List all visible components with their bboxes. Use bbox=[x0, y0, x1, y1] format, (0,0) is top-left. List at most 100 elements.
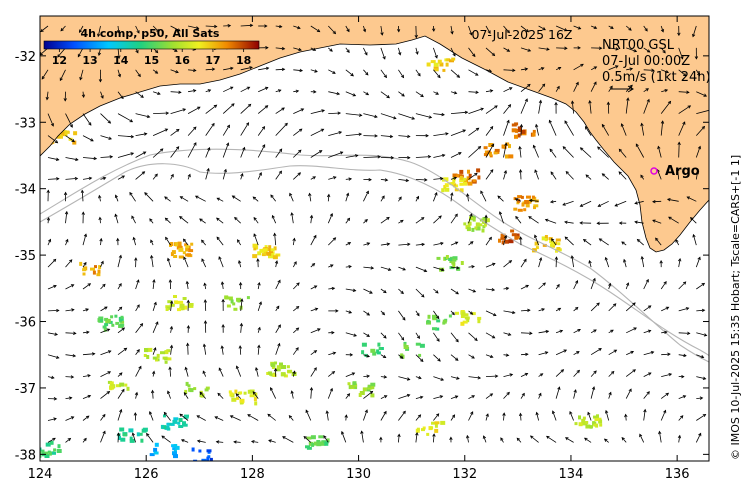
current-vector-icon bbox=[503, 25, 510, 34]
current-vector-icon bbox=[636, 238, 644, 246]
current-vector-icon bbox=[293, 282, 300, 290]
sst-pixel bbox=[347, 382, 351, 386]
sst-pixel bbox=[326, 438, 330, 443]
sst-patch bbox=[415, 420, 446, 436]
current-vector-icon bbox=[47, 113, 54, 127]
current-vector-icon bbox=[310, 307, 319, 312]
current-vector-icon bbox=[450, 395, 459, 399]
sst-patch bbox=[169, 241, 194, 259]
bathymetry-contour-inner bbox=[40, 163, 709, 357]
sst-patch bbox=[574, 414, 603, 429]
current-vector-icon bbox=[188, 25, 200, 30]
current-vector-icon bbox=[345, 288, 357, 292]
current-vector-icon bbox=[643, 278, 649, 290]
current-vector-icon bbox=[573, 328, 581, 334]
current-vector-icon bbox=[328, 351, 337, 356]
current-vector-icon bbox=[345, 242, 352, 246]
current-vector-icon bbox=[310, 90, 317, 94]
current-vector-icon bbox=[550, 171, 557, 180]
sst-pixel bbox=[514, 134, 518, 139]
sst-pixel bbox=[253, 397, 257, 402]
current-vector-icon bbox=[82, 156, 98, 161]
current-vector-icon bbox=[328, 176, 337, 180]
current-vector-icon bbox=[480, 190, 487, 202]
current-vector-icon bbox=[345, 177, 353, 181]
current-vector-icon bbox=[573, 81, 579, 92]
current-vector-icon bbox=[100, 350, 112, 356]
sst-pixel bbox=[109, 385, 114, 390]
sst-pixel bbox=[115, 321, 120, 325]
current-vector-icon bbox=[468, 25, 473, 36]
current-vector-icon bbox=[608, 329, 614, 334]
current-vector-icon bbox=[555, 25, 568, 32]
current-vector-icon bbox=[252, 196, 259, 202]
sst-pixel bbox=[116, 384, 121, 388]
current-vector-icon bbox=[161, 435, 171, 443]
sst-pixel bbox=[441, 188, 445, 193]
current-vector-icon bbox=[221, 323, 225, 333]
sst-pixel bbox=[442, 68, 446, 72]
current-vector-icon bbox=[252, 391, 259, 399]
current-vector-icon bbox=[678, 415, 684, 421]
sst-patch bbox=[266, 361, 297, 378]
current-vector-icon bbox=[363, 134, 378, 138]
current-vector-icon bbox=[590, 370, 597, 377]
current-vectors bbox=[40, 23, 709, 444]
sst-pixel bbox=[184, 243, 188, 247]
current-vector-icon bbox=[65, 259, 73, 268]
current-vector-icon bbox=[690, 217, 697, 224]
sst-pixel bbox=[324, 441, 329, 446]
current-vector-icon bbox=[520, 372, 529, 377]
sst-pixel bbox=[281, 365, 287, 369]
sst-pixel bbox=[106, 318, 111, 323]
sst-pixel bbox=[432, 314, 437, 319]
current-vector-icon bbox=[468, 213, 473, 224]
sst-pixel bbox=[433, 68, 439, 72]
colorbar: 4h comp, p50, All Sats 12 13 14 15 16 17 18 bbox=[43, 27, 260, 67]
sst-pixel bbox=[178, 247, 184, 252]
current-vector-icon bbox=[132, 236, 136, 246]
y-tick-label: -36 bbox=[15, 316, 36, 331]
current-vector-icon bbox=[114, 213, 119, 224]
current-vector-icon bbox=[696, 413, 707, 421]
sst-pixel bbox=[452, 179, 456, 184]
current-vector-icon bbox=[82, 261, 87, 268]
sst-pixel bbox=[276, 365, 282, 370]
sst-pixel bbox=[111, 323, 115, 327]
sst-pixel bbox=[97, 318, 102, 323]
current-vector-icon bbox=[258, 24, 268, 28]
sst-pixel bbox=[352, 381, 357, 386]
current-vector-icon bbox=[500, 437, 504, 443]
current-vector-icon bbox=[450, 47, 456, 57]
current-vector-icon bbox=[591, 46, 603, 50]
current-vector-icon bbox=[82, 135, 94, 142]
sst-pixel bbox=[463, 181, 468, 186]
sst-pixel bbox=[286, 365, 290, 369]
current-vector-icon bbox=[601, 123, 610, 136]
sst-pixel bbox=[445, 62, 449, 67]
sst-pixel bbox=[120, 437, 126, 442]
current-vector-icon bbox=[288, 414, 294, 421]
sst-pixel bbox=[138, 432, 143, 436]
sst-pixel bbox=[143, 354, 147, 357]
current-vector-icon bbox=[256, 258, 260, 268]
current-vector-icon bbox=[433, 176, 444, 181]
sst-pixel bbox=[449, 59, 454, 63]
current-vector-icon bbox=[153, 111, 170, 115]
sst-pixel bbox=[114, 314, 118, 318]
current-vector-icon bbox=[485, 143, 495, 158]
sst-pixel bbox=[243, 391, 247, 395]
current-vector-icon bbox=[604, 256, 610, 268]
current-vector-icon bbox=[222, 142, 230, 158]
current-vector-icon bbox=[485, 69, 493, 73]
x-tick-label: 130 bbox=[346, 467, 371, 482]
sst-pixel bbox=[505, 154, 509, 159]
current-vector-icon bbox=[677, 25, 681, 37]
sst-pixel bbox=[224, 296, 230, 300]
sst-patch bbox=[513, 195, 539, 212]
argo-float-icon[interactable] bbox=[650, 167, 658, 175]
current-vector-icon bbox=[293, 149, 302, 158]
current-vector-icon bbox=[328, 237, 337, 246]
current-vector-icon bbox=[692, 233, 697, 246]
sst-pixel bbox=[172, 419, 178, 424]
